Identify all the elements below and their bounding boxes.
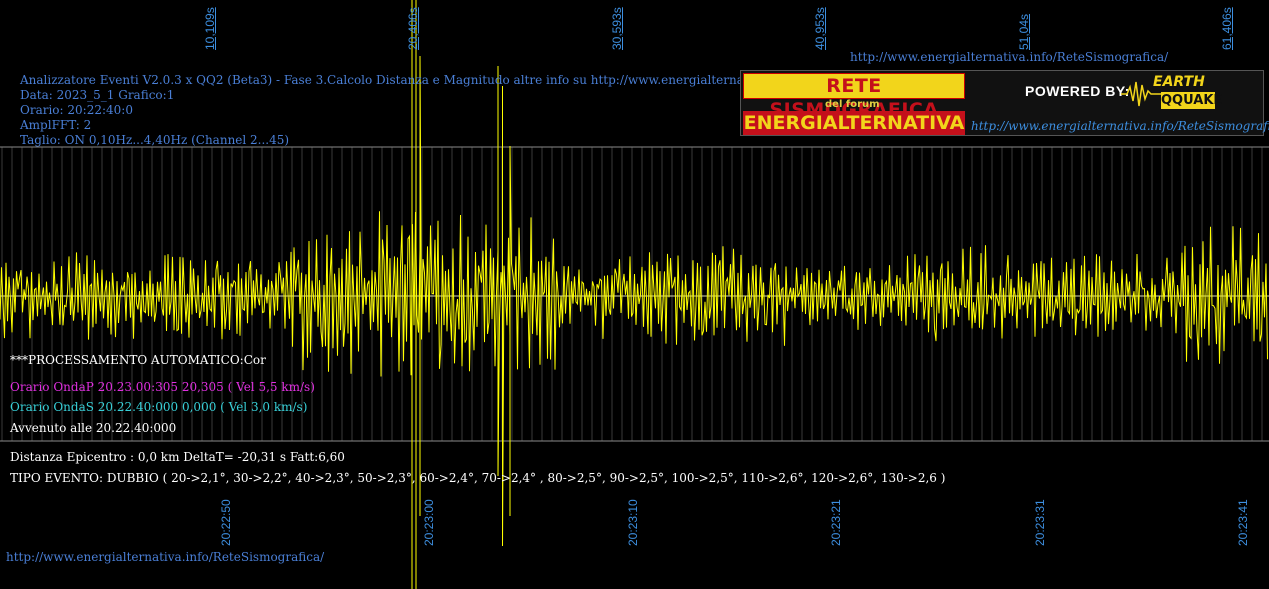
- seismograph-wave-icon: [1121, 81, 1161, 107]
- logo-earth-text: EARTH: [1153, 74, 1205, 90]
- event-type: TIPO EVENTO: DUBBIO ( 20->2,1°, 30->2,2°…: [10, 471, 946, 485]
- bottom-tick-label: 20:23:41: [1236, 499, 1250, 546]
- bottom-tick-label: 20:23:10: [626, 499, 640, 546]
- occurred-time: Avvenuto alle 20.22.40:000: [10, 421, 177, 435]
- top-tick-label: 10,109s: [203, 7, 217, 50]
- logo-powered-text: POWERED BY:: [1025, 83, 1130, 99]
- logo-qquake-text: QQUAKE: [1161, 92, 1223, 109]
- logo-website-link[interactable]: http://www.energialternativa.info/ReteSi…: [971, 119, 1269, 133]
- top-tick-label: 30,593s: [610, 7, 624, 50]
- ampl-label: AmplFFT: 2: [20, 118, 92, 132]
- onda-p-time: Orario OndaP 20.23.00:305 20,305 ( Vel 5…: [10, 380, 315, 394]
- top-website-link[interactable]: http://www.energialternativa.info/ReteSi…: [850, 50, 1169, 64]
- logo-energ-text: ENERGIALTERNATIVA: [743, 111, 965, 135]
- epicenter-distance: Distanza Epicentro : 0,0 km DeltaT= -20,…: [10, 450, 345, 464]
- filter-label: Taglio: ON 0,10Hz...4,40Hz (Channel 2...…: [20, 133, 290, 147]
- top-tick-label: 40,953s: [813, 7, 827, 50]
- seismic-trace: [0, 55, 1268, 547]
- logo-rete-text: RETE SISMOGRAFICA: [743, 73, 965, 121]
- bottom-website-link[interactable]: http://www.energialternativa.info/ReteSi…: [6, 550, 325, 564]
- bottom-tick-label: 20:23:31: [1033, 499, 1047, 546]
- top-tick-label: 20,406s: [406, 7, 420, 50]
- app-title: Analizzatore Eventi V2.0.3 x QQ2 (Beta3)…: [20, 73, 856, 87]
- auto-processing-label: ***PROCESSAMENTO AUTOMATICO:Cor: [10, 353, 266, 367]
- logo-forum-text: del forum: [825, 99, 880, 110]
- bottom-tick-label: 20:22:50: [219, 499, 233, 546]
- bottom-tick-label: 20:23:21: [829, 499, 843, 546]
- bottom-tick-label: 20:23:00: [422, 499, 436, 546]
- date-label: Data: 2023_5_1 Grafico:1: [20, 88, 175, 102]
- onda-s-time: Orario OndaS 20.22.40:000 0,000 ( Vel 3,…: [10, 400, 308, 414]
- top-tick-label: 61,406s: [1220, 7, 1234, 50]
- time-label: Orario: 20:22:40:0: [20, 103, 133, 117]
- rete-sismografica-logo: RETE SISMOGRAFICA del forum ENERGIALTERN…: [740, 70, 1269, 136]
- top-tick-label: 51,04s: [1017, 13, 1031, 50]
